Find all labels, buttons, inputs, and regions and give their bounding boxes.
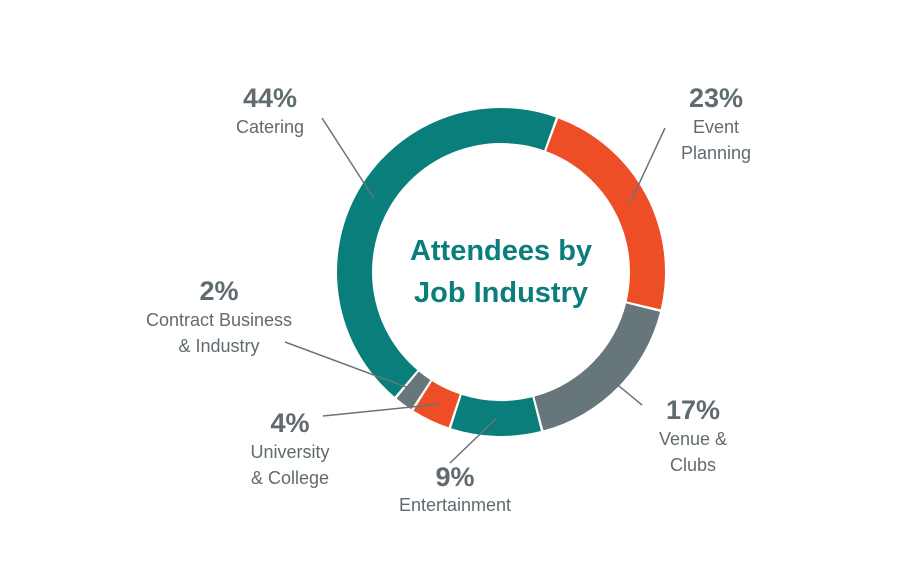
chart-title-line-1: Attendees by — [410, 235, 592, 267]
donut-slice-catering — [337, 108, 556, 397]
slice-category-label: Catering — [236, 117, 304, 137]
leader-lines — [284, 117, 666, 464]
slice-percent-label: 2% — [199, 276, 238, 306]
chart-title-line-2: Job Industry — [414, 277, 588, 309]
donut-slices — [337, 108, 665, 436]
slice-category-label: Clubs — [670, 455, 716, 475]
slice-percent-label: 17% — [666, 395, 720, 425]
slice-category-label: Planning — [681, 143, 751, 163]
slice-percent-label: 23% — [689, 83, 743, 113]
slice-category-label: Event — [693, 117, 739, 137]
donut-slice-event-planning — [546, 118, 665, 310]
slice-category-label: Venue & — [659, 429, 727, 449]
slice-percent-label: 4% — [270, 408, 309, 438]
slice-category-label: University — [250, 442, 329, 462]
slice-percent-label: 44% — [243, 83, 297, 113]
slice-category-label: Contract Business — [146, 310, 292, 330]
leader-line — [321, 117, 375, 200]
slice-labels: 44% Catering 23% Event Planning 17% Venue & Clu… — [146, 83, 751, 515]
leader-line — [604, 374, 643, 406]
leader-line — [284, 341, 415, 391]
donut-slice-venue-clubs — [534, 303, 661, 431]
slice-category-label: Entertainment — [399, 495, 511, 515]
donut-slice-entertainment — [451, 394, 541, 436]
leader-line — [322, 403, 439, 417]
slice-percent-label: 9% — [435, 462, 474, 492]
slice-category-label: & College — [251, 468, 329, 488]
leader-line — [449, 417, 497, 464]
leader-line — [629, 127, 666, 204]
slice-category-label: & Industry — [178, 336, 259, 356]
